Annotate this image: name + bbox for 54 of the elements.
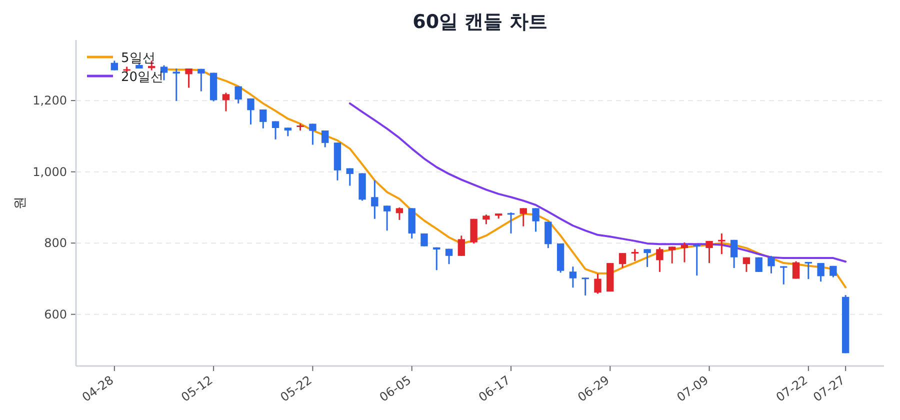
candlestick xyxy=(371,180,378,220)
candlestick xyxy=(569,266,577,288)
candlestick xyxy=(668,246,676,264)
candlestick xyxy=(482,214,490,225)
candlestick xyxy=(520,207,527,228)
candlestick xyxy=(544,220,552,249)
candlestick xyxy=(272,120,280,140)
candlestick xyxy=(346,168,354,186)
candlestick xyxy=(582,276,589,296)
candlestick xyxy=(532,207,540,232)
candlestick xyxy=(718,232,726,255)
candlestick xyxy=(644,248,651,268)
candlestick xyxy=(618,252,626,268)
candlestick xyxy=(247,98,254,126)
candlestick xyxy=(631,248,638,262)
candlestick xyxy=(804,261,812,280)
y-axis-title: 원 xyxy=(13,196,28,210)
candlestick xyxy=(458,234,466,257)
candlestick xyxy=(110,60,118,72)
candlestick xyxy=(817,262,824,282)
candlestick xyxy=(507,212,515,234)
candlestick xyxy=(433,246,440,271)
candlestick xyxy=(470,218,478,244)
candlestick xyxy=(755,256,762,273)
candlestick xyxy=(222,92,230,112)
legend-label: 20일선 xyxy=(121,70,164,85)
candlestick xyxy=(234,86,242,104)
candlestick xyxy=(322,130,329,148)
candlestick xyxy=(768,255,775,274)
candlestick xyxy=(396,206,404,221)
candlestick xyxy=(706,240,713,264)
candlestick xyxy=(792,260,800,280)
candlestick xyxy=(594,272,602,294)
candlestick xyxy=(780,265,788,286)
candlestick xyxy=(680,242,688,264)
candlestick xyxy=(198,68,205,92)
candlestick xyxy=(420,232,428,248)
candlestick xyxy=(260,108,267,130)
chart-title: 60일 캔들 차트 xyxy=(412,11,548,33)
candlestick xyxy=(160,64,168,82)
y-tick-label: 800 xyxy=(44,236,67,250)
y-tick-label: 600 xyxy=(44,307,67,322)
candlestick xyxy=(383,204,391,232)
candlestick xyxy=(172,68,180,102)
y-tick-label: 1,000 xyxy=(32,164,67,179)
legend-label: 5일선 xyxy=(121,51,156,66)
candlestick xyxy=(656,246,664,273)
candlestick xyxy=(693,244,700,276)
candlestick xyxy=(730,239,738,269)
candlestick xyxy=(309,122,316,146)
y-tick-label: 1,200 xyxy=(32,94,67,108)
candlestick xyxy=(445,248,453,265)
candlestick xyxy=(742,256,750,273)
candlestick xyxy=(185,68,192,88)
